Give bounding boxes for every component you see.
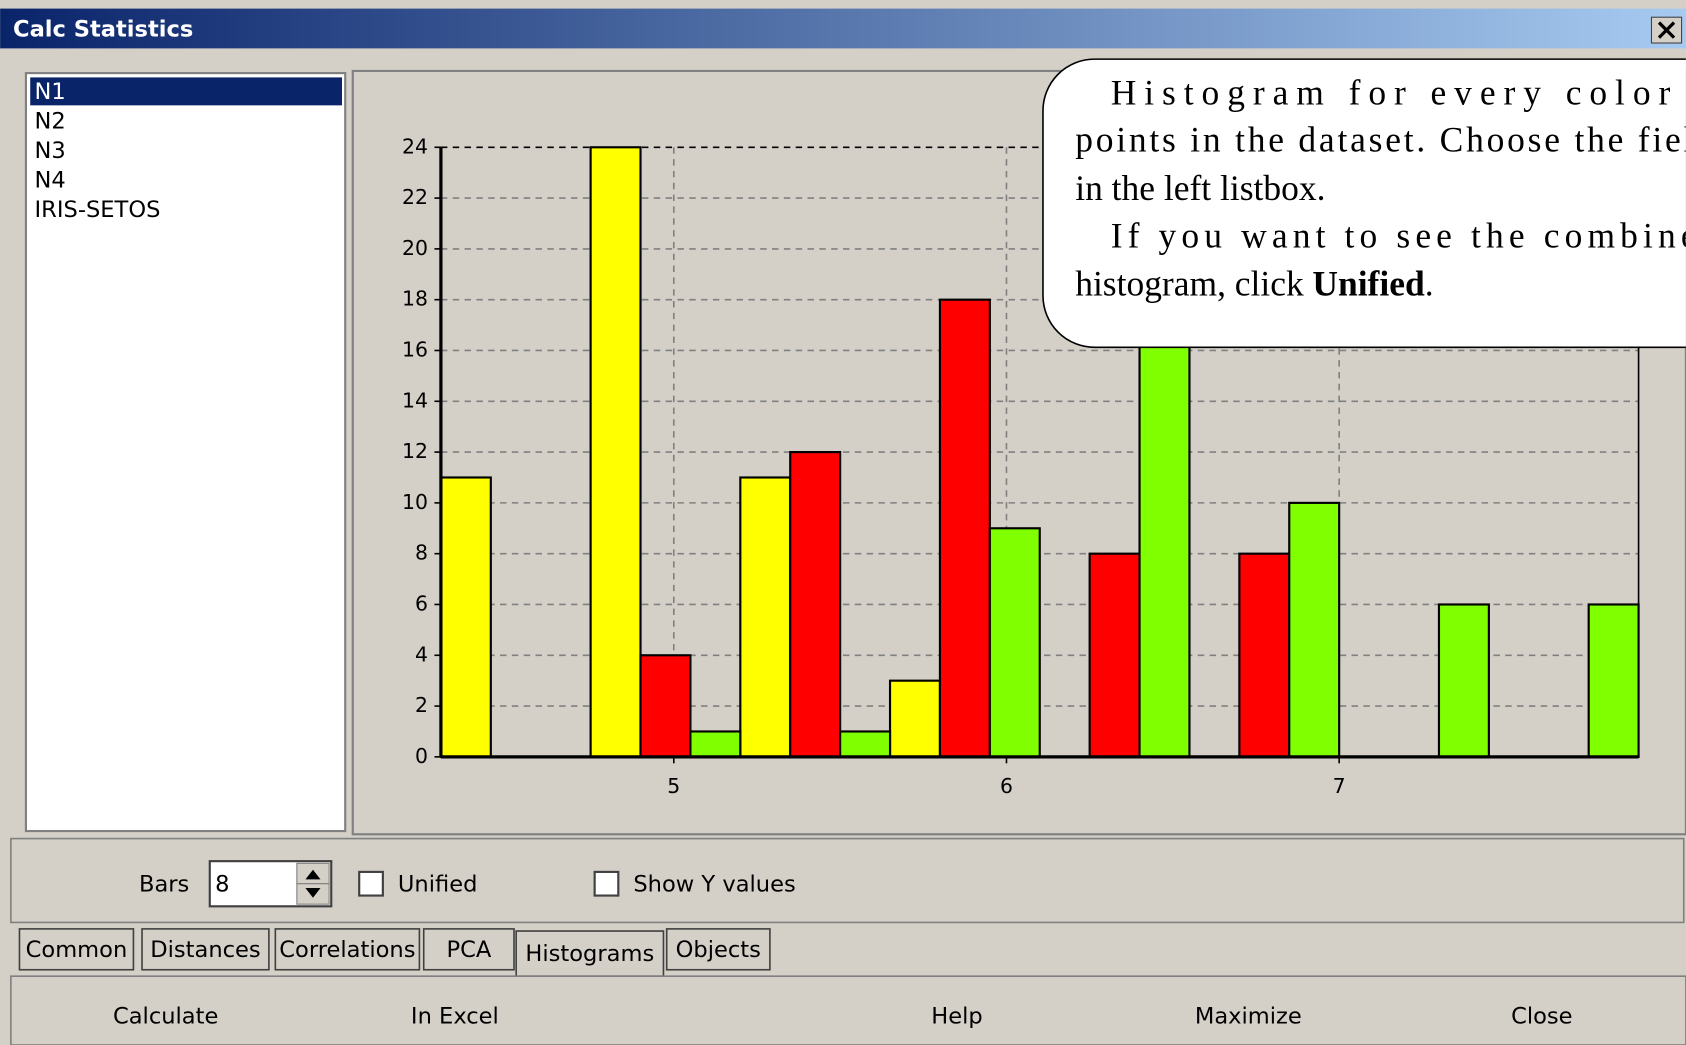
y-tick-label: 4 <box>415 642 428 666</box>
bar <box>1437 603 1490 758</box>
list-selection <box>30 77 343 106</box>
bar <box>739 476 792 758</box>
bar <box>1288 501 1341 758</box>
listbox[interactable] <box>24 72 347 833</box>
tab-label[interactable]: Correlations <box>279 937 415 963</box>
y-tick-label: 2 <box>415 693 428 717</box>
bar <box>888 679 942 758</box>
bars-label: Bars <box>139 871 189 897</box>
callout-text: histogram, click <box>1075 264 1304 304</box>
list-item[interactable]: IRIS-SETOS <box>35 197 161 223</box>
bar <box>789 451 842 758</box>
list-item[interactable]: N2 <box>35 109 66 135</box>
spin-buttons[interactable] <box>296 862 330 905</box>
bar <box>439 476 492 758</box>
y-tick-label: 18 <box>402 287 428 311</box>
tab[interactable] <box>515 930 665 977</box>
y-tick-label: 12 <box>402 439 428 463</box>
y-tick-label: 6 <box>415 591 428 615</box>
bar <box>1088 552 1141 758</box>
button[interactable]: In Excel <box>411 1004 499 1030</box>
y-tick-label: 10 <box>402 490 428 514</box>
bar <box>639 654 692 758</box>
tab-label[interactable]: Common <box>26 937 128 963</box>
callout-line: If you want to see the combine <box>1111 215 1686 255</box>
callout: Histogram for every color o points in th… <box>1042 58 1686 349</box>
callout-bold: Unified <box>1312 264 1425 304</box>
callout-text: . <box>1425 264 1434 304</box>
y-tick-label: 0 <box>415 744 428 768</box>
callout-line: Histogram for every color o <box>1111 72 1686 112</box>
button[interactable]: Maximize <box>1195 1004 1302 1030</box>
callout-line: points in the dataset. Choose the fiel <box>1075 120 1686 160</box>
y-tick-label: 24 <box>402 134 428 158</box>
y-tick-label: 8 <box>415 541 428 565</box>
tab[interactable] <box>422 928 515 971</box>
button[interactable]: Calculate <box>113 1004 218 1030</box>
close-button[interactable] <box>1650 16 1683 44</box>
bar <box>938 298 991 758</box>
bar <box>839 730 892 758</box>
y-tick-label: 16 <box>402 337 428 361</box>
callout-line: in the left listbox. <box>1075 168 1325 208</box>
y-tick-label: 20 <box>402 236 428 260</box>
callout-box <box>1042 58 1686 349</box>
list-item[interactable]: N1 <box>35 79 66 105</box>
list-item[interactable]: N4 <box>35 168 66 194</box>
tab-label[interactable]: Objects <box>676 937 761 963</box>
button-bar <box>10 975 1686 1045</box>
tab-label[interactable]: PCA <box>446 937 491 963</box>
title-bar <box>0 8 1686 49</box>
window-title: Calc Statistics <box>13 17 193 43</box>
bar <box>1238 552 1291 758</box>
tab[interactable] <box>141 928 270 971</box>
x-tick-label: 7 <box>1333 774 1346 798</box>
show-y-label[interactable]: Show Y values <box>633 871 795 897</box>
callout-line: histogram, click Unified. <box>1075 264 1433 304</box>
button[interactable]: Help <box>931 1004 982 1030</box>
y-tick-label: 22 <box>402 185 428 209</box>
show-y-checkbox[interactable] <box>593 870 620 897</box>
bar <box>1587 603 1640 758</box>
bar <box>589 146 642 758</box>
unified-checkbox[interactable] <box>358 870 384 897</box>
tab[interactable] <box>665 928 771 971</box>
tab-label[interactable]: Distances <box>150 937 260 963</box>
button[interactable]: Close <box>1511 1004 1572 1030</box>
y-tick-label: 14 <box>402 388 428 412</box>
tab[interactable] <box>274 928 421 971</box>
x-tick-label: 5 <box>667 774 680 798</box>
bar <box>988 527 1041 758</box>
tab-label[interactable]: Histograms <box>525 941 654 967</box>
list-item[interactable]: N3 <box>35 138 66 164</box>
x-tick-label: 6 <box>1000 774 1013 798</box>
bars-value: 8 <box>215 871 229 897</box>
tab[interactable] <box>18 928 135 971</box>
unified-label[interactable]: Unified <box>398 871 478 897</box>
bar <box>1138 324 1191 758</box>
bar <box>689 730 742 758</box>
